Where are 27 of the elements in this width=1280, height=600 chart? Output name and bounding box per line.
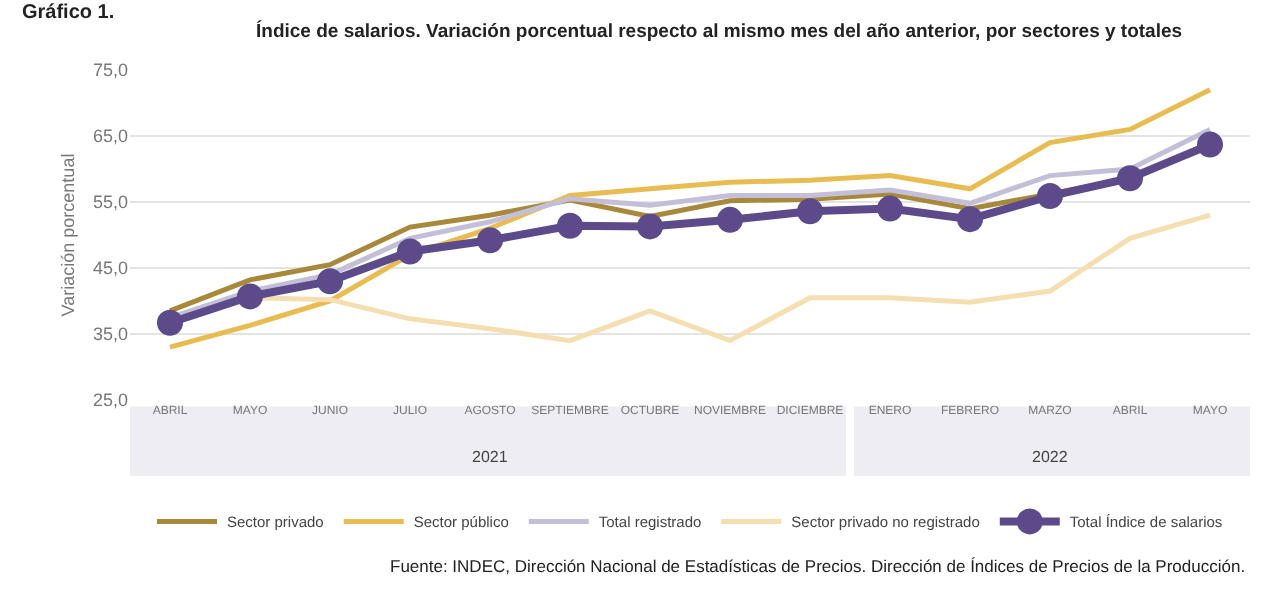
source-note: Fuente: INDEC, Dirección Nacional de Estadísticas de Precios. Dirección de Índices de Precios de la Producción. [390,556,1246,576]
point [1197,131,1223,158]
line-series [167,87,1213,350]
text: 2021 [472,448,509,466]
point [637,213,663,240]
point [1037,183,1063,210]
point [797,198,823,225]
text: Gráfico 1. [22,2,115,24]
text: 2022 [1032,448,1069,466]
y-tick-label: 45,0 [92,258,128,279]
y-tick-label: 65,0 [92,126,128,147]
y-tick-label: 35,0 [92,324,128,345]
point [557,212,583,239]
point [477,227,503,254]
point [717,206,743,233]
point [317,268,343,295]
point [1117,165,1143,192]
point [397,238,423,265]
point [877,195,903,222]
point [957,206,983,233]
y-axis-title: Variación porcentual [58,153,78,317]
y-tick-label: 25,0 [92,390,128,411]
y-tick-label: 55,0 [92,192,128,213]
chart-title: Índice de salarios. Variación porcentual respecto al mismo mes del año anterior, por sectores y totales [256,19,1183,44]
y-tick-label: 75,0 [92,60,128,81]
point [237,283,263,310]
point [157,309,183,336]
